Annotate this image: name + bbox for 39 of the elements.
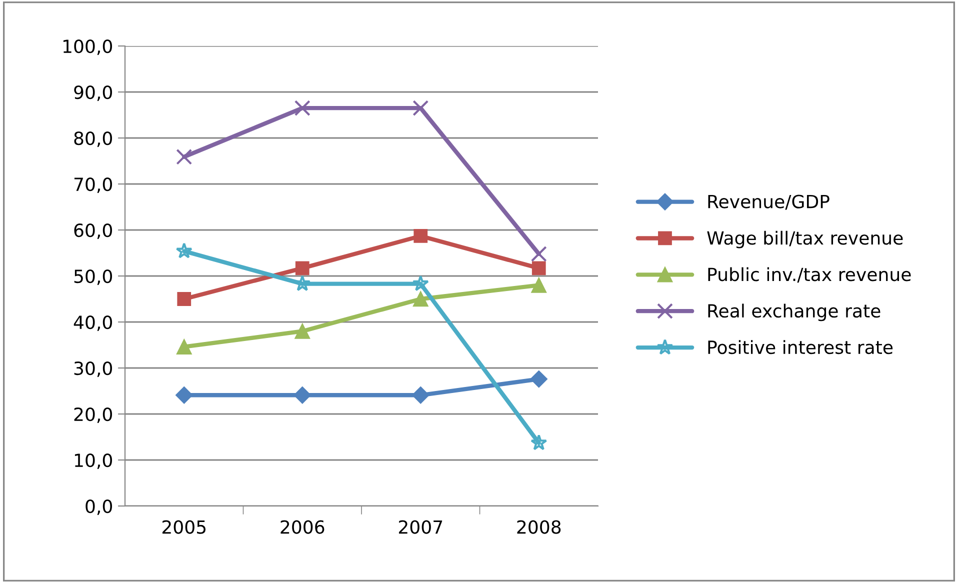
point <box>294 386 311 404</box>
point <box>530 434 548 450</box>
y-tick-label: 0,0 <box>86 499 112 515</box>
legend-label: Positive interest rate <box>708 340 893 354</box>
point <box>295 261 310 276</box>
legend-label: Real exchange rate <box>708 304 880 322</box>
point <box>412 275 429 292</box>
x-tick-label: 2005 <box>162 520 206 534</box>
y-tick-label: 30,0 <box>74 361 112 377</box>
y-tick-label: 80,0 <box>74 131 112 147</box>
y-tick-label: 40,0 <box>74 315 112 331</box>
legend-label: Wage bill/tax revenue <box>707 230 903 248</box>
y-tick-label: 10,0 <box>74 453 112 469</box>
point <box>414 229 428 243</box>
point <box>412 386 430 404</box>
y-tick-label: 50,0 <box>74 269 112 285</box>
legend-label: Revenue/GDP <box>708 194 830 210</box>
point <box>531 278 547 293</box>
point <box>412 100 429 116</box>
point <box>294 100 310 116</box>
y-tick-label: 60,0 <box>74 223 112 239</box>
point <box>530 246 547 262</box>
x-tick-label: 2008 <box>517 520 561 534</box>
y-tick-label: 100,0 <box>63 39 112 55</box>
point <box>530 370 548 388</box>
point <box>294 324 310 339</box>
x-tick-label: 2006 <box>280 520 324 534</box>
point <box>176 386 193 404</box>
point <box>176 242 192 258</box>
y-tick-label: 20,0 <box>74 407 112 423</box>
point <box>177 292 192 306</box>
y-tick-label: 90,0 <box>74 85 112 101</box>
point <box>412 291 428 307</box>
legend-label: Public inv./tax revenue <box>708 267 911 283</box>
y-tick-label: 70,0 <box>74 177 112 193</box>
x-tick-label: 2007 <box>398 520 442 534</box>
point <box>176 148 192 165</box>
point <box>176 339 192 354</box>
point <box>532 261 546 276</box>
